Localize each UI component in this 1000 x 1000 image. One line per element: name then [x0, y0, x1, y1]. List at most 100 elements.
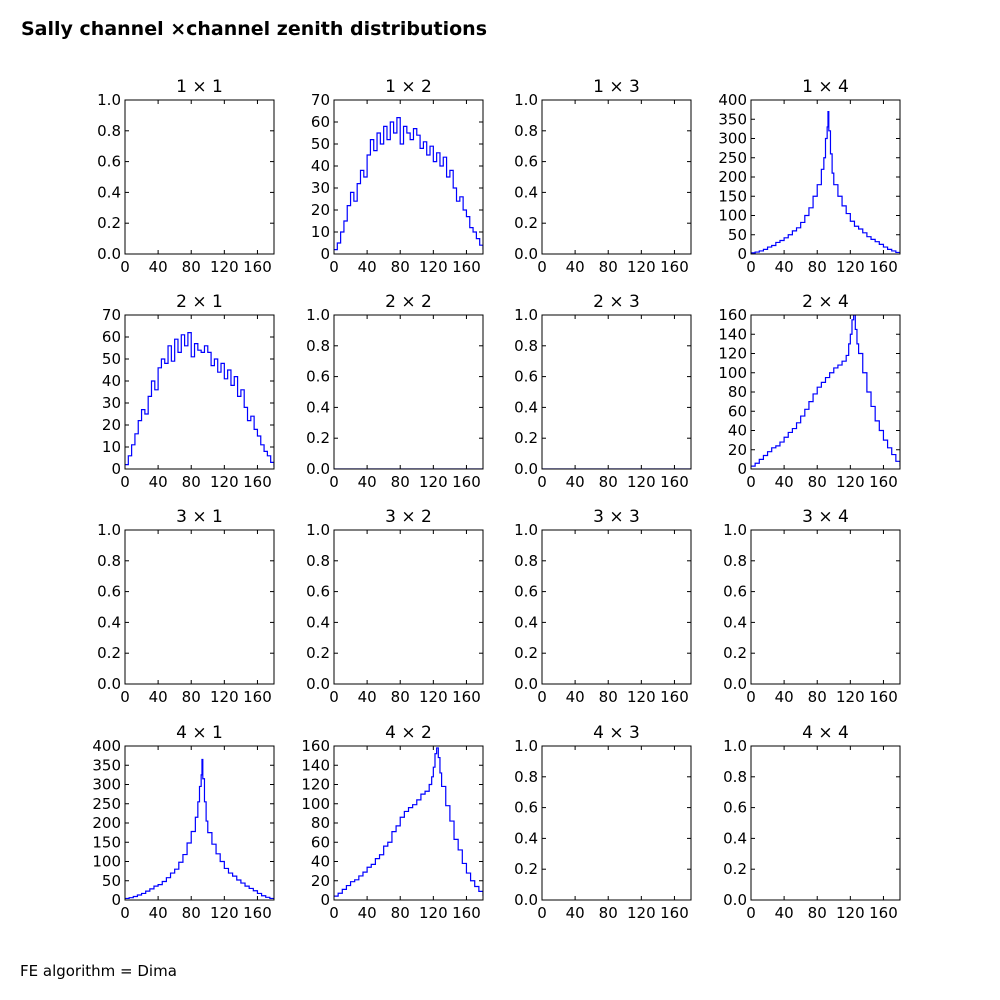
axes-frame [333, 529, 484, 685]
y-tick-label: 0.8 [306, 552, 330, 570]
y-tick-label: 0.2 [97, 644, 121, 662]
x-tick-label: 40 [149, 904, 168, 922]
x-tick-label: 40 [358, 258, 377, 276]
x-tick-label: 0 [746, 688, 756, 706]
subplot: 3 × 2 0 40 80 120 160 0.0 0.2 0.4 0.6 0.8 1.0 [306, 507, 484, 706]
subplot: 2 × 1 0 40 80 120 160 0 10 20 30 40 50 60 70 [102, 292, 275, 491]
x-tick-label: 120 [627, 473, 656, 491]
y-tick-label: 20 [102, 416, 121, 434]
y-tick-label: 0.6 [306, 583, 330, 601]
y-tick-label: 60 [311, 113, 330, 131]
x-tick-label: 0 [120, 258, 130, 276]
axes-frame [124, 99, 275, 255]
y-tick-label: 50 [102, 350, 121, 368]
y-tick-label: 120 [718, 345, 747, 363]
y-tick-label: 300 [718, 130, 747, 148]
y-tick-label: 1.0 [97, 91, 121, 109]
x-tick-label: 160 [452, 688, 481, 706]
x-tick-label: 80 [391, 258, 410, 276]
y-tick-label: 160 [301, 737, 330, 755]
subplot-title: 1 × 2 [385, 77, 432, 97]
y-tick-label: 50 [728, 226, 747, 244]
y-tick-label: 0 [111, 891, 121, 909]
subplot-title: 1 × 1 [176, 77, 223, 97]
x-tick-label: 160 [869, 473, 898, 491]
y-tick-label: 0.4 [723, 829, 747, 847]
x-tick-label: 0 [120, 904, 130, 922]
y-tick-label: 0.0 [97, 245, 121, 263]
series-line [125, 758, 274, 900]
y-tick-label: 0.0 [306, 675, 330, 693]
y-tick-label: 0.4 [97, 613, 121, 631]
y-tick-label: 0.0 [723, 675, 747, 693]
y-tick-label: 300 [92, 776, 121, 794]
x-tick-label: 80 [599, 258, 618, 276]
subplot: 1 × 3 0 40 80 120 160 0.0 0.2 0.4 0.6 0.8 1.0 [514, 77, 692, 276]
x-tick-label: 160 [660, 688, 689, 706]
x-tick-label: 80 [808, 473, 827, 491]
x-tick-label: 0 [329, 258, 339, 276]
x-tick-label: 80 [599, 473, 618, 491]
x-tick-label: 0 [746, 473, 756, 491]
y-tick-label: 200 [718, 168, 747, 186]
x-tick-label: 40 [149, 258, 168, 276]
x-tick-label: 80 [182, 473, 201, 491]
x-tick-label: 160 [660, 258, 689, 276]
y-tick-label: 350 [92, 756, 121, 774]
y-tick-label: 20 [311, 201, 330, 219]
y-tick-label: 250 [92, 795, 121, 813]
axes-frame [750, 529, 901, 685]
y-tick-label: 250 [718, 149, 747, 167]
axes-frame [333, 314, 484, 470]
y-tick-label: 0.6 [723, 799, 747, 817]
subplot-title: 1 × 3 [593, 77, 640, 97]
x-tick-label: 160 [243, 258, 272, 276]
axes-frame [124, 314, 275, 470]
x-tick-label: 0 [537, 473, 547, 491]
series-line [125, 332, 274, 467]
x-tick-label: 120 [627, 688, 656, 706]
y-tick-label: 0.2 [306, 644, 330, 662]
subplot-title: 3 × 2 [385, 507, 432, 527]
y-tick-label: 0.0 [514, 891, 538, 909]
subplot: 4 × 3 0 40 80 120 160 0.0 0.2 0.4 0.6 0.8 1.0 [514, 723, 692, 922]
x-tick-label: 120 [836, 258, 865, 276]
y-tick-label: 200 [92, 814, 121, 832]
x-tick-label: 0 [120, 473, 130, 491]
y-tick-label: 0.4 [514, 613, 538, 631]
y-tick-label: 0.6 [306, 368, 330, 386]
y-tick-label: 1.0 [514, 737, 538, 755]
y-tick-label: 350 [718, 110, 747, 128]
x-tick-label: 160 [243, 688, 272, 706]
x-tick-label: 160 [243, 473, 272, 491]
y-tick-label: 0.8 [723, 768, 747, 786]
y-tick-label: 100 [301, 795, 330, 813]
y-tick-label: 80 [728, 383, 747, 401]
x-tick-label: 160 [452, 904, 481, 922]
y-tick-label: 0.4 [306, 613, 330, 631]
x-tick-label: 80 [182, 258, 201, 276]
y-tick-label: 0.0 [514, 245, 538, 263]
y-tick-label: 0.2 [97, 214, 121, 232]
x-tick-label: 0 [537, 258, 547, 276]
axes-frame [541, 99, 692, 255]
subplot-title: 2 × 1 [176, 292, 223, 312]
y-tick-label: 30 [102, 394, 121, 412]
subplot-title: 3 × 3 [593, 507, 640, 527]
y-tick-label: 1.0 [514, 91, 538, 109]
x-tick-label: 40 [566, 904, 585, 922]
y-tick-label: 0.4 [514, 398, 538, 416]
subplot: 2 × 3 0 40 80 120 160 0.0 0.2 0.4 0.6 0.8 1.0 [514, 292, 692, 491]
y-tick-label: 0.4 [97, 183, 121, 201]
x-tick-label: 0 [329, 904, 339, 922]
y-tick-label: 20 [311, 872, 330, 890]
y-tick-label: 0.8 [306, 337, 330, 355]
y-tick-label: 60 [311, 833, 330, 851]
x-tick-label: 0 [329, 473, 339, 491]
y-tick-label: 40 [311, 853, 330, 871]
y-tick-label: 100 [718, 207, 747, 225]
y-tick-label: 0.6 [514, 368, 538, 386]
x-tick-label: 120 [419, 688, 448, 706]
series-line [751, 315, 900, 467]
